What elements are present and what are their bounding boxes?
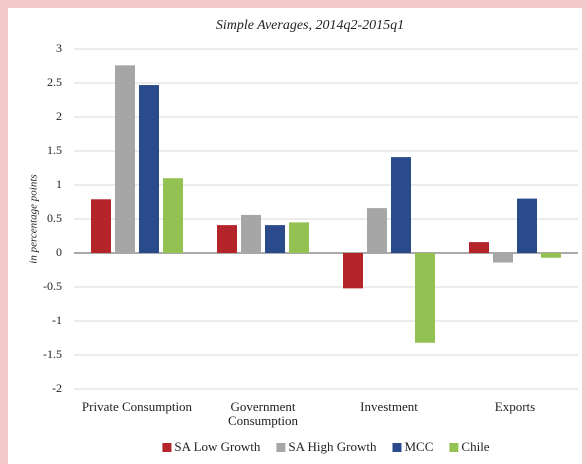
legend-label: SA Low Growth xyxy=(174,439,260,454)
y-tick-label: 1.5 xyxy=(47,143,62,157)
bar xyxy=(367,208,387,253)
bar xyxy=(517,198,537,253)
x-tick-label: Exports xyxy=(494,399,536,414)
bar xyxy=(139,85,159,253)
bar xyxy=(163,178,183,253)
bar xyxy=(217,225,237,253)
x-tick-label: Government Consumption xyxy=(227,399,299,428)
bar xyxy=(415,253,435,343)
bar xyxy=(91,199,111,253)
y-axis-label: in percentage points xyxy=(28,174,40,263)
legend-swatch xyxy=(449,443,459,452)
bar xyxy=(265,225,285,253)
y-tick-label: 3 xyxy=(56,41,62,55)
legend-label: Chile xyxy=(461,439,489,454)
x-tick-label: Investment xyxy=(360,399,418,414)
y-tick-label: -0.5 xyxy=(43,279,62,293)
legend-swatch xyxy=(276,443,286,452)
y-tick-label: 0.5 xyxy=(47,211,62,225)
chart-title: Simple Averages, 2014q2-2015q1 xyxy=(216,18,404,33)
y-tick-label: 2 xyxy=(56,109,62,123)
legend-label: MCC xyxy=(405,439,434,454)
bar xyxy=(469,242,489,253)
bar xyxy=(289,222,309,253)
x-tick-label: Private Consumption xyxy=(81,399,193,414)
bar xyxy=(343,253,363,289)
legend-label: SA High Growth xyxy=(288,439,377,454)
y-tick-label: -2 xyxy=(52,381,62,395)
y-tick-label: 2.5 xyxy=(47,75,62,89)
bar xyxy=(493,253,513,263)
bar xyxy=(391,157,411,253)
legend-swatch xyxy=(162,443,172,452)
y-tick-label: -1.5 xyxy=(43,347,62,361)
y-tick-label: 0 xyxy=(56,245,62,259)
y-tick-label: -1 xyxy=(52,313,62,327)
bar xyxy=(115,65,135,253)
legend-swatch xyxy=(392,443,402,452)
bar xyxy=(541,253,561,258)
bar xyxy=(241,214,261,253)
y-tick-label: 1 xyxy=(56,177,62,191)
